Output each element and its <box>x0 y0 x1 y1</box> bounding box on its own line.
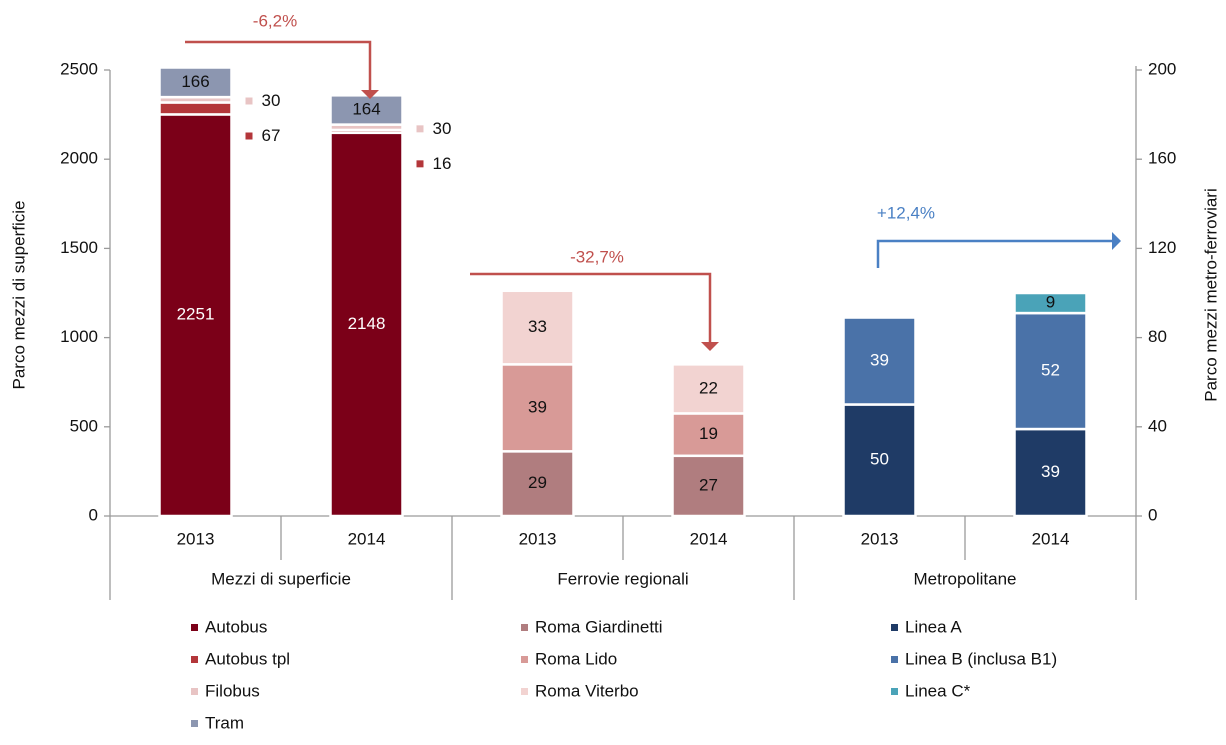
x-tick-label: 2014 <box>690 529 728 548</box>
data-label: 33 <box>528 317 547 336</box>
bar-segment <box>1013 311 1088 431</box>
y-tick-label: 0 <box>89 505 98 524</box>
x-tick-label: 2013 <box>519 529 557 548</box>
arrow-head <box>1112 232 1121 250</box>
data-label: 30 <box>433 119 452 138</box>
bar-segment <box>842 316 917 406</box>
legend-marker <box>521 688 528 695</box>
y-axis-label: Parco mezzi di superficie <box>9 201 28 390</box>
y2-tick-label: 80 <box>1148 327 1167 346</box>
data-label: 67 <box>262 126 281 145</box>
arrow-head <box>361 90 379 99</box>
legend-label: Linea C* <box>905 681 971 700</box>
data-label: 19 <box>699 424 718 443</box>
legend-label: Roma Viterbo <box>535 681 639 700</box>
legend-label: Autobus <box>205 617 267 636</box>
bar-segment <box>1013 291 1088 315</box>
x-tick-label: 2014 <box>1032 529 1070 548</box>
y-tick-label: 1500 <box>60 238 98 257</box>
bar-segment <box>158 101 233 116</box>
legend-marker <box>191 720 198 727</box>
legend-marker <box>191 656 198 663</box>
arrow-head <box>701 342 719 351</box>
y2-tick-label: 120 <box>1148 238 1176 257</box>
annotation-arrow <box>470 272 712 342</box>
data-label: 164 <box>352 99 380 118</box>
data-label: 22 <box>699 378 718 397</box>
legend-marker <box>191 688 198 695</box>
label-marker <box>416 125 424 133</box>
bar-segment <box>671 363 746 415</box>
data-label: 52 <box>1041 361 1060 380</box>
legend-label: Linea A <box>905 617 962 636</box>
data-label: 2148 <box>348 314 386 333</box>
data-label: 29 <box>528 473 547 492</box>
bar-segment <box>500 289 575 366</box>
data-label: 2251 <box>177 305 215 324</box>
legend-label: Roma Lido <box>535 649 617 668</box>
legend-marker <box>191 624 198 631</box>
label-marker <box>245 97 253 105</box>
y2-tick-label: 40 <box>1148 416 1167 435</box>
data-label: 39 <box>528 397 547 416</box>
legend-label: Roma Giardinetti <box>535 617 663 636</box>
legend-marker <box>891 624 898 631</box>
annotation: -32,7% <box>570 247 624 266</box>
y-tick-label: 500 <box>70 416 98 435</box>
legend-label: Autobus tpl <box>205 649 290 668</box>
y2-tick-label: 0 <box>1148 505 1157 524</box>
annotation-arrow <box>876 239 1112 268</box>
legend-marker <box>521 656 528 663</box>
bar-segment <box>158 113 233 518</box>
legend-marker <box>521 624 528 631</box>
legend-label: Linea B (inclusa B1) <box>905 649 1057 668</box>
data-label: 50 <box>870 450 889 469</box>
bar-segment <box>500 363 575 453</box>
y-tick-label: 2500 <box>60 59 98 78</box>
group-label: Metropolitane <box>913 569 1016 588</box>
group-label: Mezzi di superficie <box>211 569 351 588</box>
bar-segment <box>329 131 404 518</box>
label-marker <box>416 160 424 168</box>
legend-label: Tram <box>205 713 244 732</box>
y-tick-label: 2000 <box>60 149 98 168</box>
data-label: 27 <box>699 475 718 494</box>
y2-tick-label: 160 <box>1148 149 1176 168</box>
x-tick-label: 2014 <box>348 529 386 548</box>
data-label: 9 <box>1046 293 1055 312</box>
label-marker <box>245 132 253 140</box>
y2-tick-label: 200 <box>1148 59 1176 78</box>
bar-segment <box>500 450 575 518</box>
y-tick-label: 1000 <box>60 327 98 346</box>
data-label: 39 <box>1041 462 1060 481</box>
data-label: 166 <box>181 72 209 91</box>
legend-marker <box>891 656 898 663</box>
data-label: 30 <box>262 91 281 110</box>
data-label: 39 <box>870 350 889 369</box>
annotation: -6,2% <box>253 11 297 30</box>
bar-segment <box>158 66 233 99</box>
annotation-arrow <box>185 40 372 90</box>
legend-marker <box>891 688 898 695</box>
bar-segment <box>842 403 917 518</box>
bar-segment <box>329 94 404 126</box>
x-tick-label: 2013 <box>177 529 215 548</box>
legend-label: Filobus <box>205 681 260 700</box>
bar-segment <box>1013 427 1088 518</box>
y2-axis-label: Parco mezzi metro-ferroviari <box>1201 188 1220 402</box>
group-label: Ferrovie regionali <box>557 569 688 588</box>
x-tick-label: 2013 <box>861 529 899 548</box>
data-label: 16 <box>433 154 452 173</box>
annotation: +12,4% <box>877 203 935 222</box>
